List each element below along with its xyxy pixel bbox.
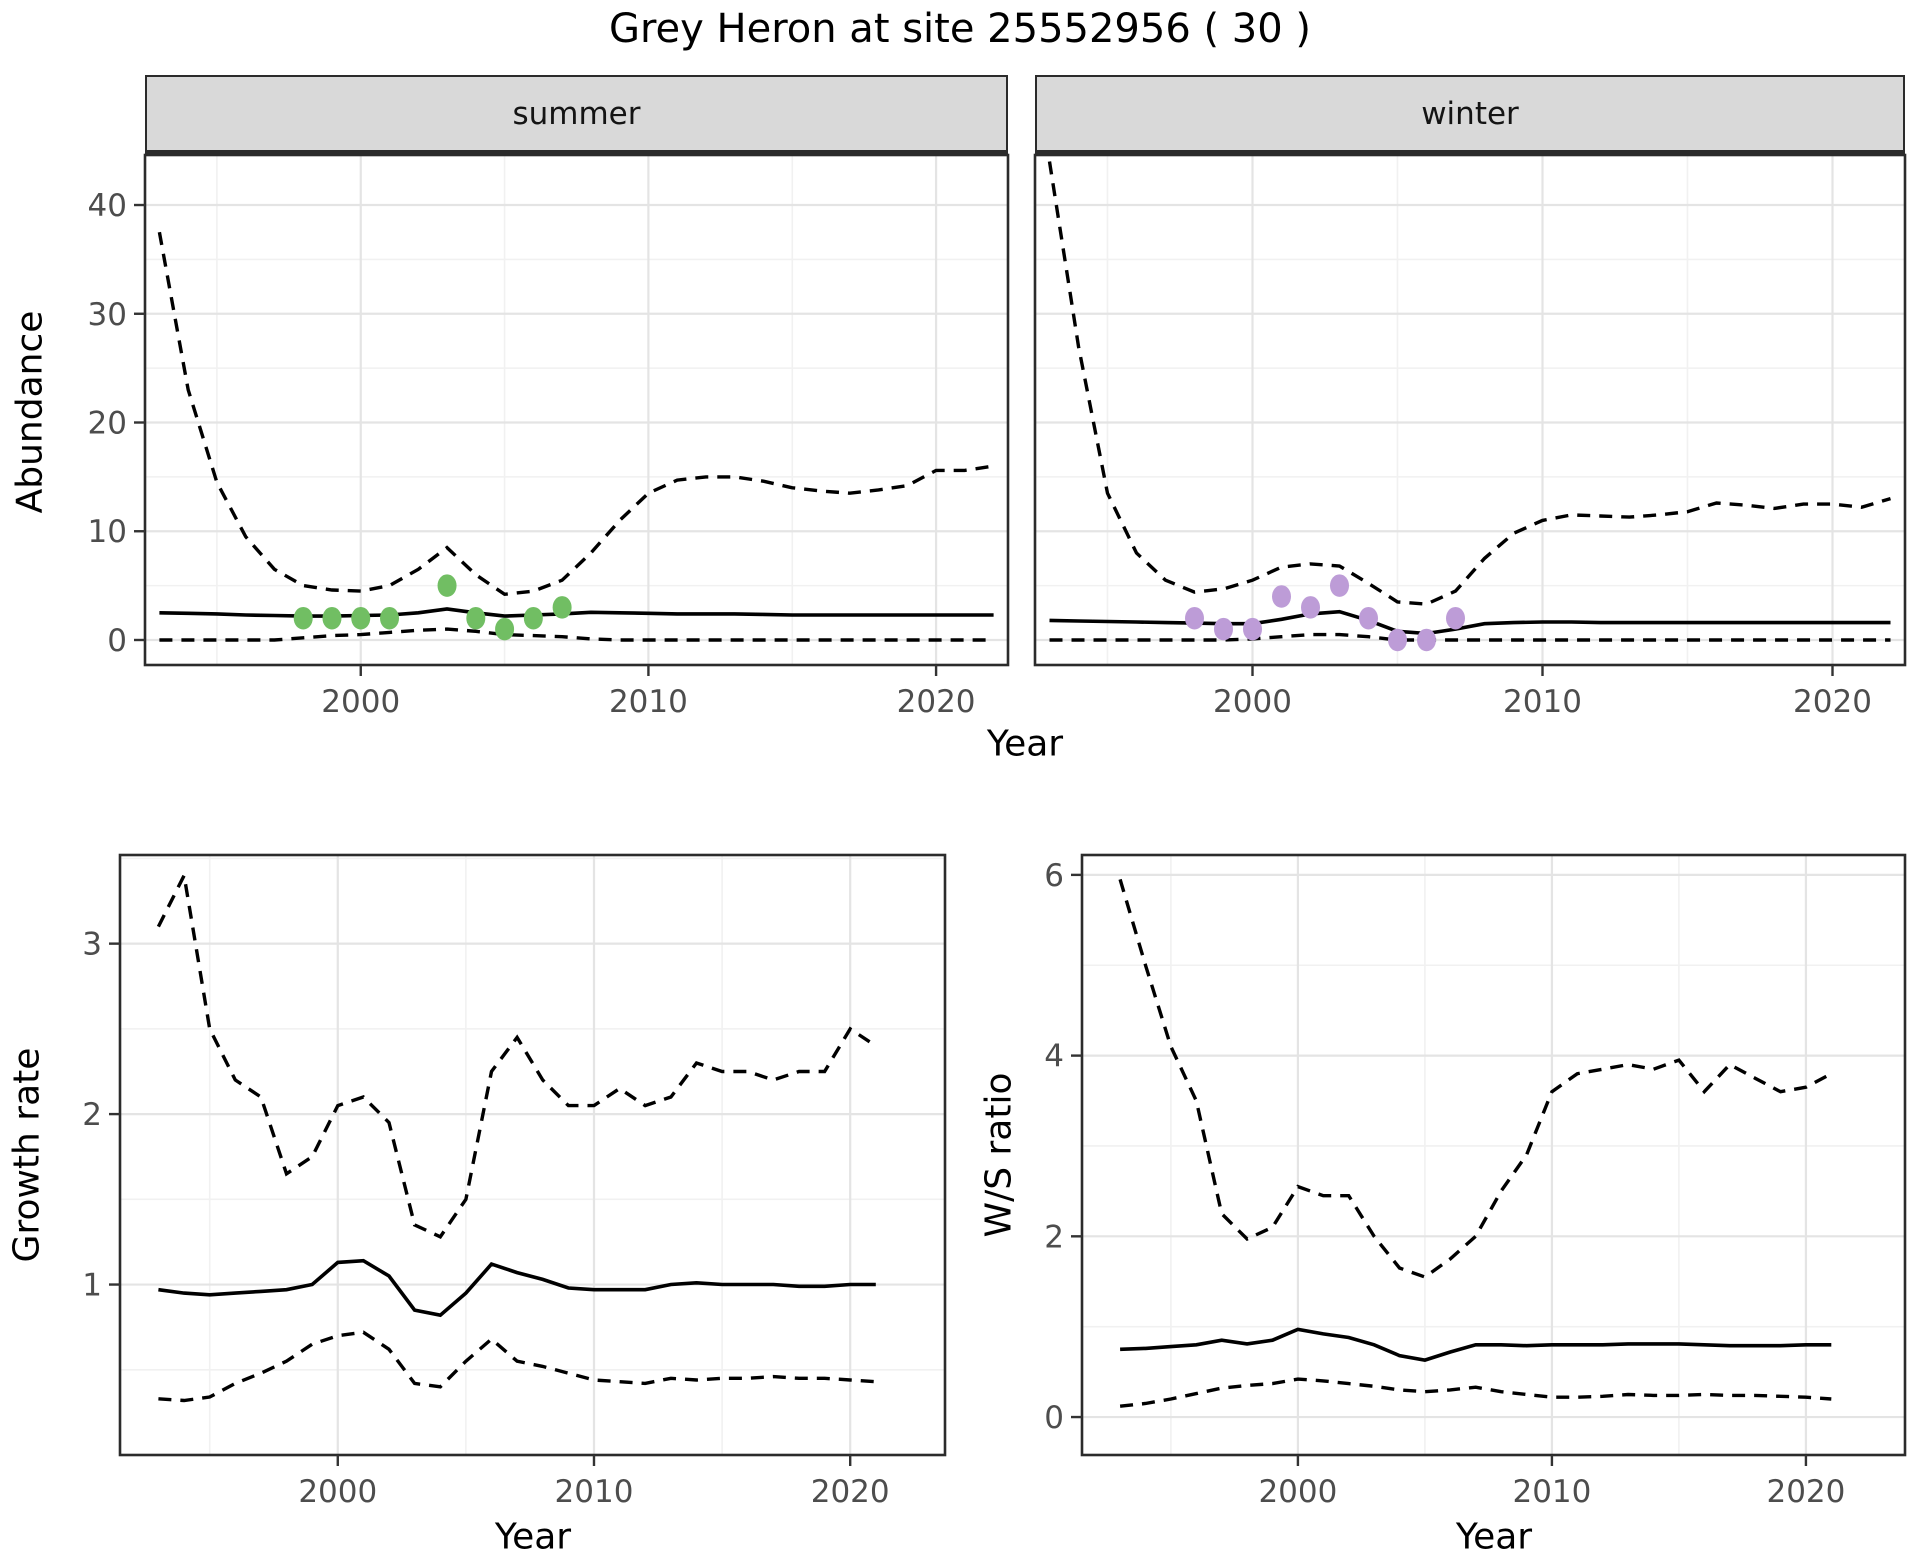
svg-text:2020: 2020: [1793, 684, 1872, 720]
series-upper_95_ci: [1047, 161, 1891, 606]
series-upper_95_ci: [157, 231, 994, 597]
observation-point: [1185, 606, 1204, 630]
series-median: [1120, 1327, 1832, 1362]
observation-point: [1272, 585, 1291, 608]
observation-point: [1330, 574, 1349, 597]
svg-text:1: 1: [82, 1268, 102, 1304]
observation-point: [1243, 617, 1262, 641]
series-upper_95_ci: [156, 870, 877, 1239]
series-lower_95_ci: [1049, 632, 1891, 642]
observation-point: [1417, 628, 1436, 652]
observation-point: [380, 606, 400, 630]
svg-text:40: 40: [88, 188, 127, 224]
panel-growth-rate: 2000 2010 2020 1 2 3: [82, 853, 947, 1510]
svg-text:2000: 2000: [1213, 684, 1292, 720]
svg-text:0: 0: [1044, 1400, 1064, 1436]
svg-text:2020: 2020: [897, 684, 976, 720]
y-axis-title-abundance: Abundance: [9, 310, 51, 514]
observation-point: [466, 606, 486, 630]
svg-text:2010: 2010: [555, 1474, 634, 1510]
plot-title: Grey Heron at site 25552956 ( 30 ): [608, 6, 1312, 52]
series-median: [158, 1258, 876, 1318]
series-lower_95_ci: [1119, 1377, 1832, 1408]
svg-text:2010: 2010: [609, 684, 688, 720]
svg-text:3: 3: [82, 927, 102, 963]
observation-point: [322, 606, 342, 630]
observation-point: [1359, 606, 1378, 630]
panel-ws-ratio: 2000 2010 2020 0 2 4 6: [1044, 853, 1907, 1510]
facet-label-summer: summer: [512, 95, 641, 132]
svg-text:2010: 2010: [1512, 1474, 1591, 1510]
x-axis-title-year-growth: Year: [494, 1516, 572, 1558]
observation-point: [523, 606, 543, 630]
facet-strip-summer: summer: [145, 75, 1008, 155]
svg-text:10: 10: [88, 514, 127, 550]
observation-point: [1388, 628, 1407, 652]
x-axis-title-year-ws: Year: [1455, 1516, 1533, 1558]
facet-label-winter: winter: [1421, 95, 1519, 132]
observation-point: [293, 606, 313, 630]
observation-point: [1446, 606, 1465, 630]
observation-point: [437, 574, 457, 597]
svg-text:2020: 2020: [811, 1474, 890, 1510]
panel-abundance-winter: 2000 2010 2020: [1033, 153, 1907, 720]
observation-point: [351, 606, 371, 630]
observation-point: [552, 596, 572, 619]
svg-text:0: 0: [107, 623, 127, 659]
svg-text:2010: 2010: [1503, 684, 1582, 720]
svg-text:2020: 2020: [1766, 1474, 1845, 1510]
svg-text:2000: 2000: [1258, 1474, 1337, 1510]
svg-text:2: 2: [82, 1097, 102, 1133]
y-axis-title-ws-ratio: W/S ratio: [978, 1072, 1020, 1238]
observation-point: [1301, 596, 1320, 619]
observation-point: [495, 617, 515, 641]
x-axis-title-year-top: Year: [986, 723, 1064, 765]
svg-text:6: 6: [1044, 858, 1064, 894]
svg-text:2: 2: [1044, 1219, 1064, 1255]
facet-strip-winter: winter: [1035, 75, 1905, 155]
series-lower_95_ci: [158, 1330, 876, 1403]
svg-text:2000: 2000: [321, 684, 400, 720]
series-upper_95_ci: [1118, 878, 1833, 1279]
y-axis-title-growth-rate: Growth rate: [6, 1047, 48, 1263]
series-lower_95_ci: [159, 627, 994, 642]
svg-text:2000: 2000: [298, 1474, 377, 1510]
svg-text:20: 20: [88, 406, 127, 442]
observation-point: [1214, 617, 1233, 641]
svg-text:4: 4: [1044, 1039, 1064, 1075]
svg-text:30: 30: [88, 297, 127, 333]
panel-abundance-summer: 2000 2010 2020 0 10 20 30 40: [88, 153, 1010, 720]
